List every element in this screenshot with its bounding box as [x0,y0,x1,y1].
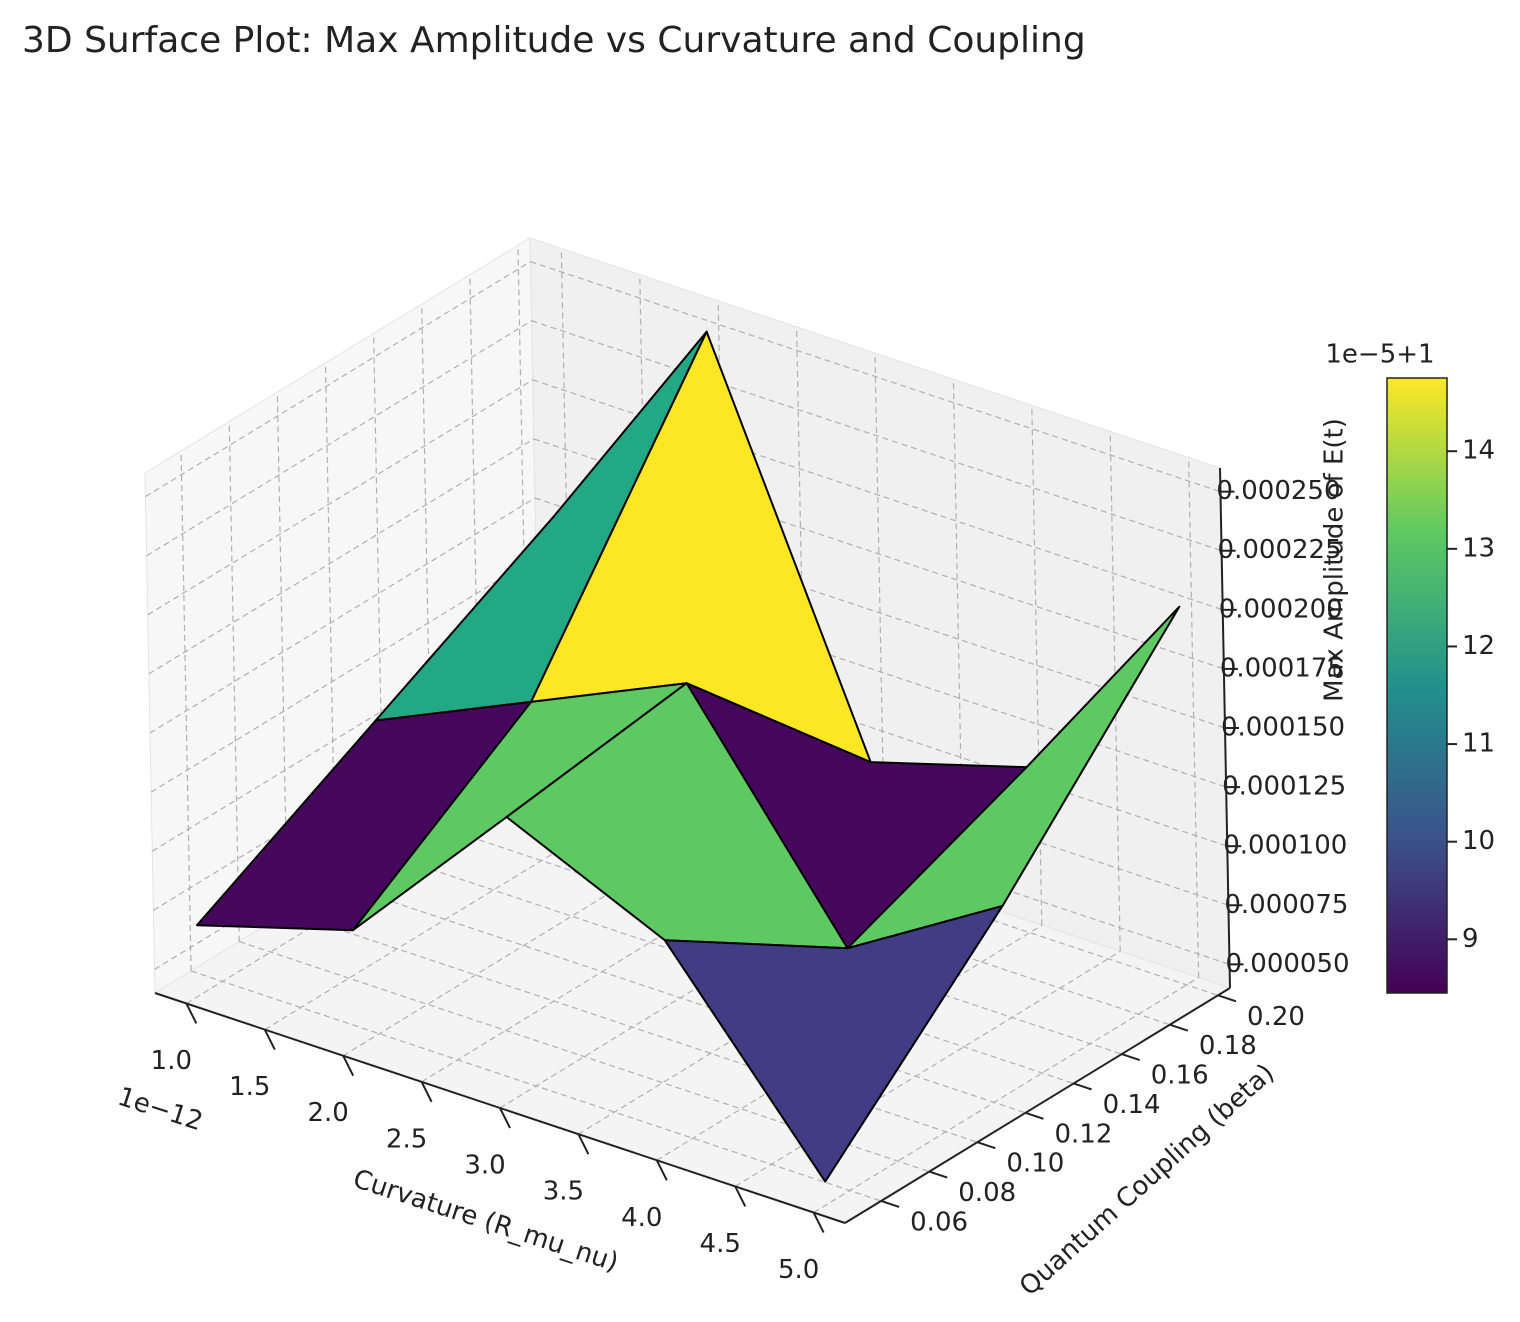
y-tick [1025,1111,1044,1120]
y-tick [1121,1053,1141,1062]
y-tick-label: 0.12 [1055,1119,1113,1149]
grid-line [147,379,534,616]
z-axis-label: Max Amplitude of E(t) [1320,418,1350,702]
y-tick [928,1170,948,1179]
x-tick-label: 4.0 [621,1203,662,1233]
colorbar-tick-label: 13 [1462,533,1495,563]
x-tick [812,1212,825,1233]
y-tick-label: 0.08 [958,1178,1016,1208]
grid-line [531,320,1222,552]
z-offset-label: 1e−5+1 [1325,340,1434,370]
x-tick-label: 3.5 [543,1177,584,1207]
y-tick-label: 0.14 [1103,1090,1161,1120]
x-tick-label: 1.5 [229,1072,270,1102]
colorbar-tick-label: 12 [1462,631,1495,661]
grid-line [146,320,532,557]
grid-line [372,333,385,854]
grid-line [1031,405,1043,926]
x-tick-label: 2.5 [386,1124,427,1154]
y-tick [880,1200,900,1208]
x-tick [655,1159,668,1181]
grid-line [145,261,531,498]
grid-line [239,941,930,1173]
z-tick-label: 0.000075 [1224,890,1348,920]
grid-line [228,421,240,942]
grid-line [813,977,1199,1214]
z-tick-label: 0.000125 [1222,772,1346,802]
y-tick [1073,1082,1092,1091]
x-tick [263,1029,276,1051]
x-tick-label: 4.5 [700,1229,741,1259]
z-tick-label: 0.000175 [1220,653,1344,683]
y-tick-label: 0.18 [1199,1031,1257,1061]
y-tick-label: 0.16 [1151,1061,1209,1091]
grid-line [287,911,978,1143]
colorbar-tick-label: 11 [1462,729,1495,759]
x-tick [577,1133,590,1155]
grid-line [149,497,536,734]
grid-line [335,882,1026,1114]
y-tick [1217,994,1237,1003]
x-tick [499,1107,511,1129]
x-tick-label: 5.0 [778,1255,819,1285]
grid-line [148,438,535,675]
x-tick-label: 1.0 [151,1046,192,1076]
z-tick-label: 0.000100 [1223,831,1347,861]
grid-line [734,950,1121,1187]
surface-face [663,904,1004,1183]
x-tick [185,1003,198,1024]
x-offset-label: 1e−12 [114,1082,206,1138]
z-tick-label: 0.000225 [1218,535,1342,565]
chart-title: 3D Surface Plot: Max Amplitude vs Curvat… [22,20,1086,61]
y-tick-label: 0.10 [1006,1149,1064,1179]
y-tick-label: 0.20 [1247,1002,1305,1032]
y-tick [1169,1023,1189,1032]
colorbar [1386,377,1448,994]
y-tick-label: 0.06 [910,1207,968,1237]
grid-line [517,245,529,766]
x-tick [420,1081,433,1103]
x-tick-label: 2.0 [308,1098,349,1128]
grid-line [190,970,882,1202]
z-tick-label: 0.000150 [1221,713,1345,743]
x-tick [734,1185,747,1207]
colorbar-tick-label: 9 [1462,924,1479,954]
colorbar-tick-label: 14 [1462,436,1495,466]
grid-line [952,379,965,900]
z-tick-label: 0.000050 [1226,949,1350,979]
grid-line [150,556,537,793]
y-tick [977,1141,996,1150]
x-tick [342,1055,355,1077]
z-tick-label: 0.000250 [1216,476,1340,506]
z-tick-label: 0.000200 [1219,594,1343,624]
colorbar-tick-label: 10 [1462,826,1495,856]
x-tick-label: 3.0 [464,1151,505,1181]
axis-line [844,987,1231,1224]
grid-line [530,261,1221,493]
